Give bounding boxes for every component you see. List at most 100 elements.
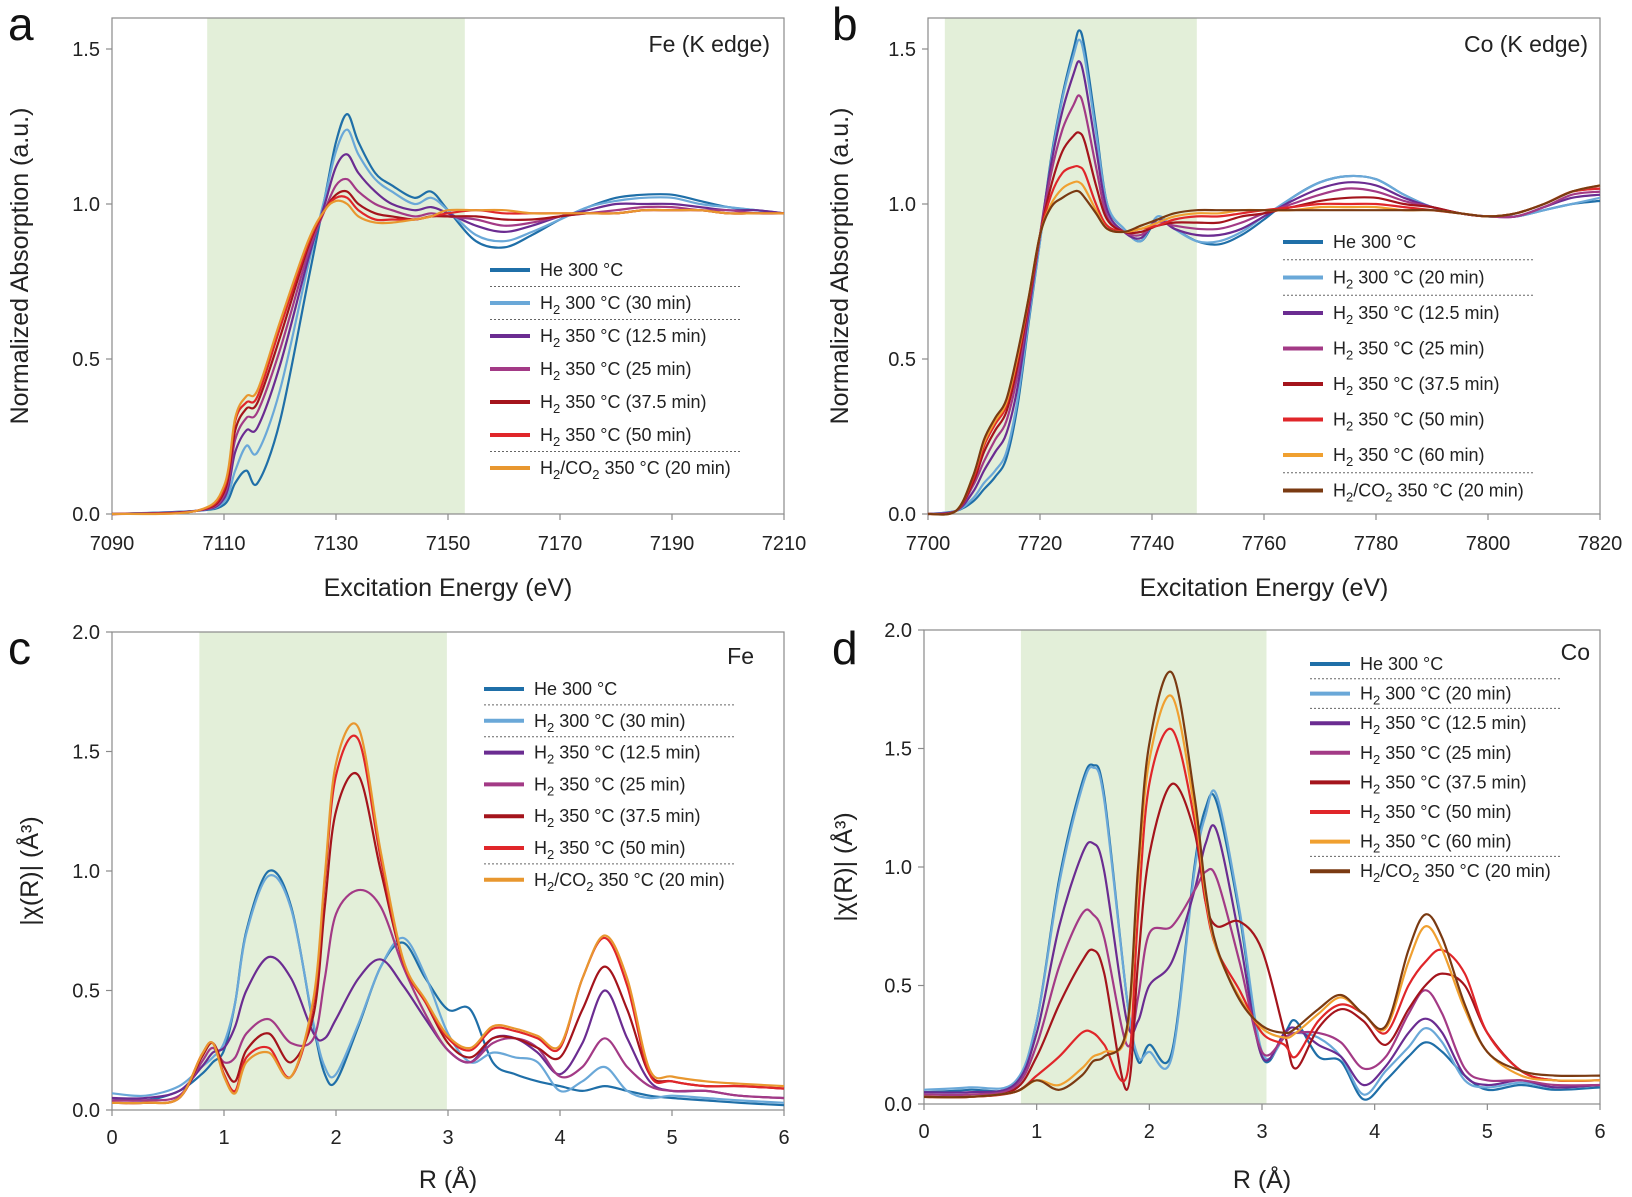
legend-text-part: 2 <box>553 401 560 416</box>
legend-text-part: 350 °C (50 min) <box>1353 410 1484 430</box>
legend-text-part: 2 <box>1385 490 1392 505</box>
legend-text-part: 350 °C (12.5 min) <box>554 743 700 763</box>
series-line-2 <box>923 765 1601 1096</box>
series-line-1 <box>111 113 785 516</box>
legend-text-part: 300 °C (30 min) <box>560 293 691 313</box>
x-tick-label: 7760 <box>1242 533 1287 555</box>
y-tick-label: 1.5 <box>888 39 916 61</box>
legend-text-part: H <box>540 392 553 412</box>
x-tick-label: 7800 <box>1466 533 1511 555</box>
chart-title: Co <box>1561 639 1590 665</box>
legend-entry: H2 350 °C (37.5 min) <box>540 392 707 416</box>
legend-text-part: 350 °C (25 min) <box>560 359 691 379</box>
series-line-1 <box>923 763 1601 1101</box>
x-tick-label: 7700 <box>906 533 951 555</box>
legend-text-part: /CO <box>1380 861 1412 881</box>
x-tick-label: 7740 <box>1130 533 1175 555</box>
legend-entry: He 300 °C <box>1333 232 1416 252</box>
legend-entry: He 300 °C <box>534 679 617 699</box>
x-tick-label: 7090 <box>90 533 135 555</box>
legend-entry: H2 350 °C (60 min) <box>1360 832 1511 856</box>
panel-b: 7700 7720 7740 7760 7780 7800 7820 0.0 0.5 1.0 1.5… <box>826 0 1622 602</box>
y-axis-title: Normalized Absorption (a.u.) <box>826 108 854 425</box>
series-line-2 <box>111 874 785 1104</box>
legend-text-part: H <box>1333 410 1346 430</box>
legend-text-part: He 300 °C <box>534 679 617 699</box>
legend-entry: H2 300 °C (20 min) <box>1333 268 1484 292</box>
legend-text-part: 2 <box>553 368 560 383</box>
x-tick-label: 7110 <box>202 533 245 555</box>
legend-text-part: 2 <box>547 783 554 798</box>
legend-text-part: H <box>1360 861 1373 881</box>
legend-text-part: H <box>534 774 547 794</box>
series-line-2 <box>111 128 785 516</box>
y-axis-title: Normalized Absorption (a.u.) <box>6 108 34 425</box>
legend-text-part: /CO <box>554 870 586 890</box>
y-tick-label: 1.0 <box>72 194 100 216</box>
panel-d: 0 1 2 3 4 5 6 0.0 0.5 1.0 1.5 2.0 d Co R (Å) |χ(R)| (Å³… <box>828 620 1606 1194</box>
legend-text-part: 2 <box>1346 277 1353 292</box>
legend-entry: H2 350 °C (25 min) <box>1333 339 1484 363</box>
x-tick-label: 2 <box>1144 1121 1155 1143</box>
legend-text-part: H <box>540 293 553 313</box>
legend-text-part: 350 °C (12.5 min) <box>1380 713 1526 733</box>
highlight-region <box>944 18 1197 514</box>
x-tick-label: 7780 <box>1354 533 1399 555</box>
legend-entry: H2 350 °C (12.5 min) <box>1360 713 1527 737</box>
series-line-8 <box>923 670 1601 1099</box>
x-axis-title: Excitation Energy (eV) <box>1140 574 1389 602</box>
legend-text-part: 2 <box>547 879 554 894</box>
legend-text-part: He 300 °C <box>1360 654 1443 674</box>
x-tick-label: 5 <box>666 1127 677 1149</box>
y-tick-label: 1.0 <box>888 194 916 216</box>
legend-text-part: 350 °C (60 min) <box>1380 832 1511 852</box>
chart-title: Fe (K edge) <box>649 31 770 57</box>
legend-text-part: 350 °C (25 min) <box>554 774 685 794</box>
panel-letter: c <box>8 622 31 674</box>
series-line-4 <box>923 867 1601 1097</box>
legend-text-part: H <box>1360 684 1373 704</box>
series-line-3 <box>111 955 785 1100</box>
series-line-8 <box>927 184 1601 516</box>
legend-text-part: 350 °C (12.5 min) <box>1353 303 1499 323</box>
legend-text-part: H <box>1360 743 1373 763</box>
x-tick-label: 6 <box>778 1127 789 1149</box>
series-line-3 <box>111 153 785 516</box>
series-line-4 <box>111 888 785 1102</box>
legend-text-part: He 300 °C <box>540 260 623 280</box>
legend-text-part: H <box>1333 481 1346 501</box>
x-axis-title: Excitation Energy (eV) <box>324 574 573 602</box>
legend-text-part: H <box>1360 802 1373 822</box>
legend-text-part: H <box>540 458 553 478</box>
y-tick-label: 0.5 <box>888 349 916 371</box>
legend-text-part: 350 °C (50 min) <box>560 425 691 445</box>
series-line-4 <box>111 177 785 516</box>
legend-text-part: 350 °C (37.5 min) <box>560 392 706 412</box>
legend-text-part: H <box>534 743 547 763</box>
legend-text-part: 2 <box>586 879 593 894</box>
panel-letter: d <box>832 622 858 674</box>
panel-letter: a <box>8 0 34 50</box>
legend-text-part: 2 <box>547 720 554 735</box>
legend: He 300 °CH2 300 °C (20 min)H2 350 °C (12… <box>1283 232 1533 505</box>
legend-text-part: 2 <box>547 752 554 767</box>
legend-entry: He 300 °C <box>540 260 623 280</box>
legend: He 300 °CH2 300 °C (30 min)H2 350 °C (12… <box>490 260 740 482</box>
legend-entry: H2 300 °C (30 min) <box>540 293 691 317</box>
legend-text-part: 2 <box>1346 490 1353 505</box>
legend-text-part: 350 °C (37.5 min) <box>554 806 700 826</box>
highlight-region <box>1020 630 1267 1104</box>
legend-entry: H2 300 °C (30 min) <box>534 711 685 735</box>
legend-text-part: 2 <box>1346 383 1353 398</box>
legend-entry: H2 350 °C (25 min) <box>540 359 691 383</box>
y-tick-label: 0.0 <box>72 1100 100 1122</box>
legend-text-part: H <box>1333 339 1346 359</box>
legend-text-part: 2 <box>1346 312 1353 327</box>
legend-text-part: 2 <box>1373 870 1380 885</box>
legend-text-part: H <box>540 326 553 346</box>
legend-text-part: 2 <box>1373 693 1380 708</box>
legend-text-part: 350 °C (50 min) <box>1380 802 1511 822</box>
legend-text-part: 2 <box>1373 722 1380 737</box>
legend-text-part: 350 °C (12.5 min) <box>560 326 706 346</box>
